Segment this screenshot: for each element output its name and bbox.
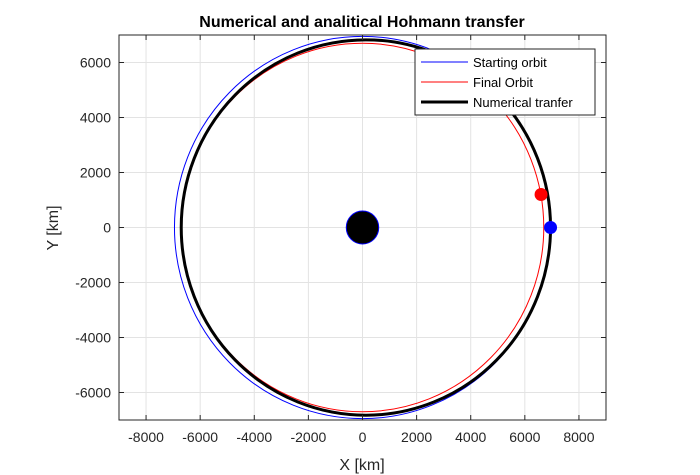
y-tick-label: 2000 [80,165,111,181]
x-tick-label: 2000 [401,429,432,445]
blue-position-marker [544,221,558,234]
x-tick-label: -6000 [182,429,218,445]
x-tick-label: 8000 [563,429,594,445]
y-tick-label: -2000 [75,275,111,291]
x-tick-label: -8000 [128,429,164,445]
central-body [345,210,380,245]
x-tick-label: 6000 [509,429,540,445]
y-tick-label: 0 [103,220,111,236]
y-tick-label: 6000 [80,55,111,71]
x-tick-label: 4000 [455,429,486,445]
x-tick-label: -4000 [236,429,272,445]
red-position-marker [534,188,548,201]
y-tick-label: 4000 [80,110,111,126]
legend-entry-starting-orbit: Starting orbit [473,55,547,70]
legend: Starting orbit Final Orbit Numerical tra… [414,48,596,116]
legend-entry-final-orbit: Final Orbit [473,75,533,90]
x-tick-label: 0 [359,429,367,445]
chart-title: Numerical and analitical Hohmann transfe… [199,14,524,31]
y-tick-label: -6000 [75,385,111,401]
y-tick-label: -4000 [75,330,111,346]
x-axis-label: X [km] [339,457,384,474]
y-axis-label: Y [km] [45,205,62,250]
legend-entry-numerical-transfer: Numerical tranfer [473,95,573,110]
marker-layer [345,188,558,245]
tick-layer: -8000 -6000 -4000 -2000 0 2000 4000 6000 8000 -60… [75,35,606,445]
x-tick-label: -2000 [290,429,326,445]
